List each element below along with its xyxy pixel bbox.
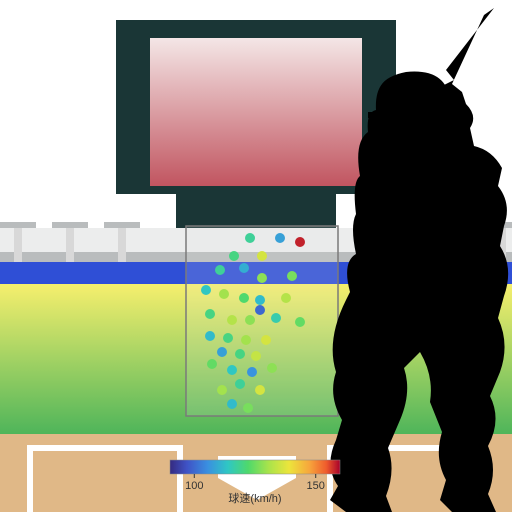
pitch-marker [227, 365, 237, 375]
pitch-marker [201, 285, 211, 295]
pitch-marker [255, 295, 265, 305]
pitch-marker [227, 399, 237, 409]
pitch-marker [287, 271, 297, 281]
pitch-marker [257, 273, 267, 283]
pitch-marker [255, 305, 265, 315]
pitch-marker [251, 351, 261, 361]
pitch-marker [295, 237, 305, 247]
pitch-marker [243, 403, 253, 413]
pitch-marker [239, 293, 249, 303]
pitch-marker [205, 331, 215, 341]
pitch-marker [235, 349, 245, 359]
pitch-marker [205, 309, 215, 319]
pitch-marker [255, 385, 265, 395]
pitch-marker [207, 359, 217, 369]
pitch-marker [223, 333, 233, 343]
pitch-marker [239, 263, 249, 273]
pitch-marker [257, 251, 267, 261]
pitch-marker [267, 363, 277, 373]
pitch-marker [261, 335, 271, 345]
colorbar-tick: 150 [307, 480, 325, 492]
pitch-marker [235, 379, 245, 389]
pitch-marker [247, 367, 257, 377]
pitch-marker [295, 317, 305, 327]
pitch-marker [281, 293, 291, 303]
pitch-marker [229, 251, 239, 261]
pitch-marker [217, 347, 227, 357]
pitch-marker [271, 313, 281, 323]
pitch-marker [219, 289, 229, 299]
pitch-marker [241, 335, 251, 345]
pitch-chart-stage: 100 150 球速(km/h) [0, 0, 512, 512]
scoreboard [116, 20, 396, 228]
pitch-marker [245, 233, 255, 243]
colorbar-label: 球速(km/h) [228, 491, 281, 505]
pitch-marker [245, 315, 255, 325]
pitch-marker [217, 385, 227, 395]
colorbar-tick: 100 [185, 480, 203, 492]
pitch-marker [215, 265, 225, 275]
pitch-marker [275, 233, 285, 243]
pitch-marker [227, 315, 237, 325]
